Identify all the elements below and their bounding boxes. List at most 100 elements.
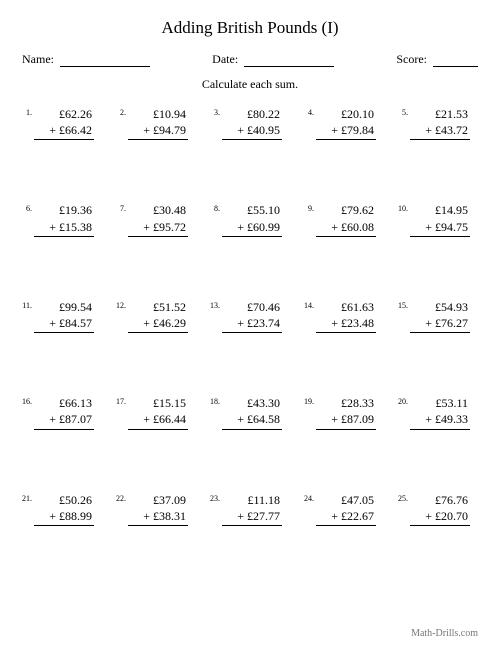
addend-top: £51.52 <box>128 299 188 315</box>
problem-number: 6. <box>22 202 34 213</box>
addend-bottom: + £95.72 <box>128 219 188 237</box>
addend-top: £20.10 <box>316 106 376 122</box>
score-blank <box>433 55 478 67</box>
problem-body: £70.46+ £23.74 <box>222 299 282 333</box>
problem: 15.£54.93+ £76.27 <box>398 299 478 333</box>
addend-bottom: + £76.27 <box>410 315 470 333</box>
addend-bottom: + £22.67 <box>316 508 376 526</box>
problem-body: £55.10+ £60.99 <box>222 202 282 236</box>
problem-body: £66.13+ £87.07 <box>34 395 94 429</box>
problem-body: £50.26+ £88.99 <box>34 492 94 526</box>
problem-number: 5. <box>398 106 410 117</box>
name-label: Name: <box>22 52 54 67</box>
problem-body: £53.11+ £49.33 <box>410 395 470 429</box>
addend-top: £99.54 <box>34 299 94 315</box>
addend-top: £11.18 <box>222 492 282 508</box>
addend-top: £55.10 <box>222 202 282 218</box>
problem-body: £10.94+ £94.79 <box>128 106 188 140</box>
date-label: Date: <box>212 52 238 67</box>
problem: 3.£80.22+ £40.95 <box>210 106 290 140</box>
problem-number: 1. <box>22 106 34 117</box>
problem-number: 14. <box>304 299 316 310</box>
problem-body: £21.53+ £43.72 <box>410 106 470 140</box>
problem-grid: 1.£62.26+ £66.42 2.£10.94+ £94.79 3.£80.22… <box>22 106 478 526</box>
problem-number: 17. <box>116 395 128 406</box>
addend-bottom: + £84.57 <box>34 315 94 333</box>
addend-top: £66.13 <box>34 395 94 411</box>
addend-top: £53.11 <box>410 395 470 411</box>
problem: 2.£10.94+ £94.79 <box>116 106 196 140</box>
addend-top: £61.63 <box>316 299 376 315</box>
addend-bottom: + £43.72 <box>410 122 470 140</box>
addend-top: £79.62 <box>316 202 376 218</box>
problem-body: £54.93+ £76.27 <box>410 299 470 333</box>
problem-number: 13. <box>210 299 222 310</box>
problem-number: 20. <box>398 395 410 406</box>
problem: 23.£11.18+ £27.77 <box>210 492 290 526</box>
addend-top: £62.26 <box>34 106 94 122</box>
problem-body: £11.18+ £27.77 <box>222 492 282 526</box>
addend-bottom: + £27.77 <box>222 508 282 526</box>
date-blank <box>244 55 334 67</box>
addend-bottom: + £40.95 <box>222 122 282 140</box>
instruction-text: Calculate each sum. <box>22 77 478 92</box>
problem: 19.£28.33+ £87.09 <box>304 395 384 429</box>
problem-body: £15.15+ £66.44 <box>128 395 188 429</box>
addend-top: £15.15 <box>128 395 188 411</box>
problem: 18.£43.30+ £64.58 <box>210 395 290 429</box>
addend-bottom: + £94.75 <box>410 219 470 237</box>
problem-number: 10. <box>398 202 410 213</box>
problem-number: 7. <box>116 202 128 213</box>
problem-number: 2. <box>116 106 128 117</box>
addend-bottom: + £49.33 <box>410 411 470 429</box>
problem-body: £47.05+ £22.67 <box>316 492 376 526</box>
addend-bottom: + £60.08 <box>316 219 376 237</box>
problem-number: 3. <box>210 106 222 117</box>
problem: 12.£51.52+ £46.29 <box>116 299 196 333</box>
problem-number: 21. <box>22 492 34 503</box>
problem: 9.£79.62+ £60.08 <box>304 202 384 236</box>
addend-top: £50.26 <box>34 492 94 508</box>
page-title: Adding British Pounds (I) <box>22 18 478 38</box>
problem: 4.£20.10+ £79.84 <box>304 106 384 140</box>
problem-number: 15. <box>398 299 410 310</box>
problem-body: £19.36+ £15.38 <box>34 202 94 236</box>
addend-top: £76.76 <box>410 492 470 508</box>
problem: 25.£76.76+ £20.70 <box>398 492 478 526</box>
problem-number: 23. <box>210 492 222 503</box>
problem-number: 9. <box>304 202 316 213</box>
problem: 11.£99.54+ £84.57 <box>22 299 102 333</box>
problem-number: 18. <box>210 395 222 406</box>
addend-top: £19.36 <box>34 202 94 218</box>
problem: 1.£62.26+ £66.42 <box>22 106 102 140</box>
addend-top: £43.30 <box>222 395 282 411</box>
problem: 8.£55.10+ £60.99 <box>210 202 290 236</box>
problem-body: £37.09+ £38.31 <box>128 492 188 526</box>
problem-body: £28.33+ £87.09 <box>316 395 376 429</box>
problem-number: 4. <box>304 106 316 117</box>
problem: 16.£66.13+ £87.07 <box>22 395 102 429</box>
problem: 20.£53.11+ £49.33 <box>398 395 478 429</box>
addend-top: £30.48 <box>128 202 188 218</box>
addend-bottom: + £23.74 <box>222 315 282 333</box>
addend-top: £37.09 <box>128 492 188 508</box>
problem-number: 12. <box>116 299 128 310</box>
addend-top: £10.94 <box>128 106 188 122</box>
addend-bottom: + £88.99 <box>34 508 94 526</box>
header-fields: Name: Date: Score: <box>22 52 478 67</box>
problem: 5.£21.53+ £43.72 <box>398 106 478 140</box>
name-blank <box>60 55 150 67</box>
problem-number: 24. <box>304 492 316 503</box>
addend-top: £47.05 <box>316 492 376 508</box>
score-label: Score: <box>396 52 427 67</box>
addend-bottom: + £79.84 <box>316 122 376 140</box>
problem-number: 11. <box>22 299 34 310</box>
addend-bottom: + £66.42 <box>34 122 94 140</box>
problem: 7.£30.48+ £95.72 <box>116 202 196 236</box>
problem: 17.£15.15+ £66.44 <box>116 395 196 429</box>
addend-bottom: + £64.58 <box>222 411 282 429</box>
problem: 10.£14.95+ £94.75 <box>398 202 478 236</box>
problem-body: £14.95+ £94.75 <box>410 202 470 236</box>
addend-top: £14.95 <box>410 202 470 218</box>
problem: 24.£47.05+ £22.67 <box>304 492 384 526</box>
